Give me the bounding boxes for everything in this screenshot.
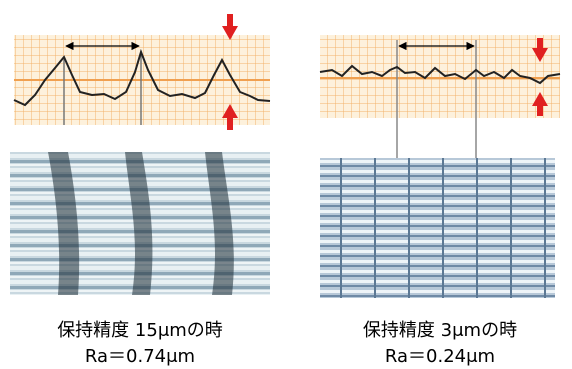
figure: 保持精度 15μmの時 Ra＝0.74μm 保持精度 3μmの時 Ra＝0.24…	[0, 0, 572, 369]
right-panel: 保持精度 3μmの時 Ra＝0.24μm	[320, 35, 560, 367]
surface-image	[320, 158, 555, 298]
ra-value: Ra＝0.24μm	[385, 346, 495, 367]
caption: 保持精度 3μmの時	[363, 320, 517, 341]
ra-value: Ra＝0.74μm	[85, 346, 195, 367]
left-panel: 保持精度 15μmの時 Ra＝0.74μm	[10, 14, 270, 367]
caption: 保持精度 15μmの時	[57, 320, 223, 341]
